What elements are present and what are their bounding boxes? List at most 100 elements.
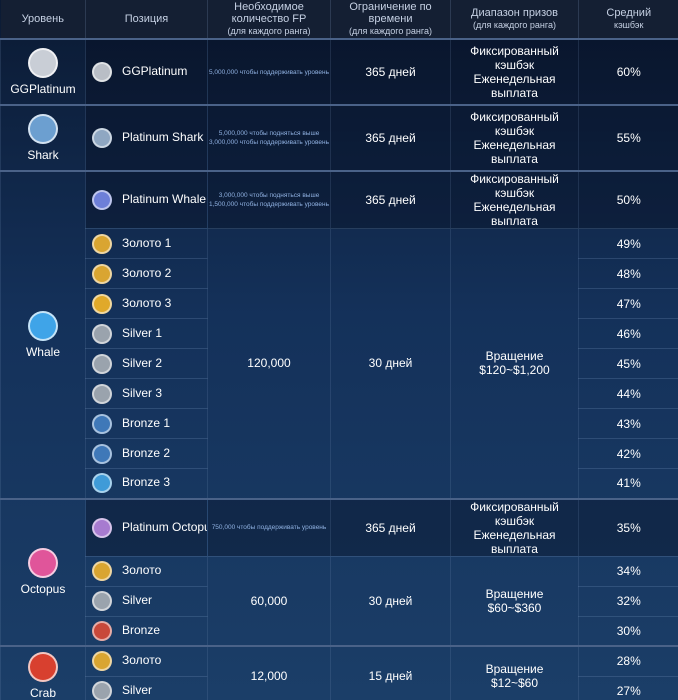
header-cell: Уровень (0, 0, 86, 39)
position-icon (92, 473, 112, 494)
position-icon (92, 413, 112, 434)
position-name: Золото 1 (122, 235, 172, 250)
fp-note: 1,500,000 чтобы поддерживать уровень (208, 201, 329, 208)
cashback-value: 32% (616, 594, 641, 608)
prize-line: Еженедельная (473, 138, 556, 152)
level-icon (28, 310, 58, 341)
position-cell: Silver (85, 586, 208, 617)
time-value: 365 дней (365, 65, 416, 79)
time-cell: 365 дней (330, 38, 451, 106)
level-icon (28, 652, 58, 683)
time-value: 365 дней (365, 520, 416, 535)
cashback-value: 43% (616, 416, 641, 431)
level-cell: Shark (0, 104, 86, 172)
prize-line: выплата (491, 86, 538, 100)
header-row: Уровень Позиция Необходимое количество FP(… (0, 0, 678, 39)
time-cell: 30 дней (330, 228, 451, 499)
header-text: Диапазон призов (471, 7, 558, 19)
header-text: Средний (606, 7, 652, 19)
time-value: 30 дней (368, 356, 413, 371)
table-row: Золото 2 48% (1, 258, 678, 289)
prize-cell: Фиксированный кэшбэк Еженедельная выплата (450, 170, 579, 229)
fp-cell: 750,000 чтобы поддерживать уровень (207, 497, 331, 557)
prize-cell: Вращение $60~$360 (450, 556, 579, 647)
cashback-cell: 55% (578, 104, 678, 172)
cashback-value: 55% (616, 131, 641, 145)
position-cell: GGPlatinum (85, 38, 208, 106)
position-cell: Золото 3 (85, 288, 208, 319)
prize-line: Фиксированный (470, 44, 559, 58)
table-body: GGPlatinum GGPlatinum 5,000,000 чтобы подд… (0, 38, 678, 700)
table-row: Silver 2 45% (1, 348, 678, 379)
table-row: Золото 1 120,000 30 дней Вращение $120~$1,20… (1, 228, 678, 499)
time-value: 30 дней (368, 593, 413, 608)
position-cell: Platinum Shark (85, 104, 208, 172)
table-row: GGPlatinum GGPlatinum 5,000,000 чтобы подд… (0, 38, 678, 106)
prize-cell: Вращение $120~$1,200 (450, 228, 579, 499)
position-icon (92, 353, 112, 374)
cashback-value: 50% (616, 193, 641, 207)
position-cell: Silver 1 (85, 318, 208, 349)
position-name: Platinum Whale (122, 192, 207, 207)
cashback-value: 28% (616, 654, 641, 669)
cashback-cell: 47% (578, 288, 678, 319)
time-cell: 365 дней (330, 170, 451, 229)
fp-value: 12,000 (250, 669, 288, 684)
prize-line: Еженедельная (473, 72, 556, 86)
cashback-value: 42% (616, 446, 641, 461)
position-name: Bronze 3 (122, 475, 171, 490)
position-cell: Золото 1 (85, 228, 208, 259)
fp-cell: 5,000,000 чтобы поддерживать уровень (207, 38, 331, 106)
time-cell: 365 дней (330, 104, 451, 172)
position-cell: Platinum Octopus (85, 497, 208, 557)
level-name: Whale (25, 344, 60, 359)
cashback-cell: 60% (578, 38, 678, 106)
position-icon (92, 620, 112, 641)
position-name: Silver (122, 593, 153, 608)
cashback-cell: 28% (578, 645, 678, 677)
position-icon (92, 293, 112, 314)
cashback-value: 41% (616, 476, 641, 491)
position-icon (92, 517, 112, 538)
header-text: кэшбэк (614, 20, 644, 30)
cashback-value: 60% (616, 65, 641, 79)
table-row: Silver 27% (1, 676, 678, 700)
position-cell: Золото 2 (85, 258, 208, 289)
cashback-cell: 49% (578, 228, 678, 259)
table-row: Octopus Platinum Octopus 750,000 чтобы под… (0, 497, 678, 647)
position-cell: Bronze (85, 616, 208, 647)
time-value: 365 дней (365, 193, 416, 207)
fp-cell: 5,000,000 чтобы подняться выше 3,000,000 … (207, 104, 331, 172)
position-icon (92, 233, 112, 254)
table-row: Bronze 3 41% (1, 468, 678, 499)
level-cell: Crab (0, 645, 86, 700)
position-cell: Silver 2 (85, 348, 208, 379)
position-name: GGPlatinum (122, 64, 188, 79)
prize-line: Еженедельная выплата (473, 200, 556, 228)
table-row: Золото 3 47% (1, 288, 678, 319)
table-row: Whale Platinum Whale 3,000,000 чтобы подня… (0, 170, 678, 499)
position-name: Silver (122, 683, 153, 698)
prize-line: Еженедельная выплата (473, 527, 556, 556)
fp-cell: 120,000 (207, 228, 331, 499)
position-cell: Bronze 3 (85, 468, 208, 499)
table-row: Shark Platinum Shark 5,000,000 чтобы подня… (0, 104, 678, 172)
prize-cell: Фиксированный кэшбэк Еженедельная выплата (450, 104, 579, 172)
position-name: Platinum Octopus (122, 519, 208, 534)
position-cell: Золото (85, 556, 208, 587)
position-cell: Bronze 2 (85, 438, 208, 469)
position-icon (92, 681, 112, 700)
position-icon (92, 591, 112, 611)
fp-note: 3,000,000 чтобы подняться выше (218, 192, 320, 199)
cashback-cell: 45% (578, 348, 678, 379)
level-name: Octopus (20, 582, 66, 597)
cashback-value: 44% (616, 386, 641, 401)
prize-line: кэшбэк (494, 124, 535, 138)
position-icon (92, 383, 112, 404)
level-cell: Whale (0, 170, 86, 499)
position-name: Platinum Shark (122, 130, 204, 145)
level-name: GGPlatinum (10, 82, 76, 96)
position-name: Золото (122, 563, 162, 578)
prize-line: Фиксированный кэшбэк (470, 499, 559, 528)
